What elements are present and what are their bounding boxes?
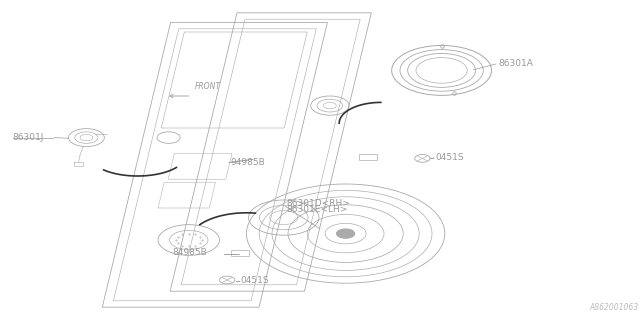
Text: 84985B: 84985B [173,248,207,257]
Text: 86301J: 86301J [13,133,44,142]
Bar [359,154,377,160]
Text: 0451S: 0451S [240,276,269,285]
Text: A862001063: A862001063 [589,303,639,312]
Text: 86301A: 86301A [498,59,532,68]
Text: 94985B: 94985B [230,158,265,167]
Text: 86301D<RH>: 86301D<RH> [287,199,351,208]
Bar [231,250,249,256]
Circle shape [337,229,355,238]
Text: 0451S: 0451S [435,153,464,162]
Text: 86301E<LH>: 86301E<LH> [287,205,348,214]
Text: FRONT: FRONT [195,82,221,91]
